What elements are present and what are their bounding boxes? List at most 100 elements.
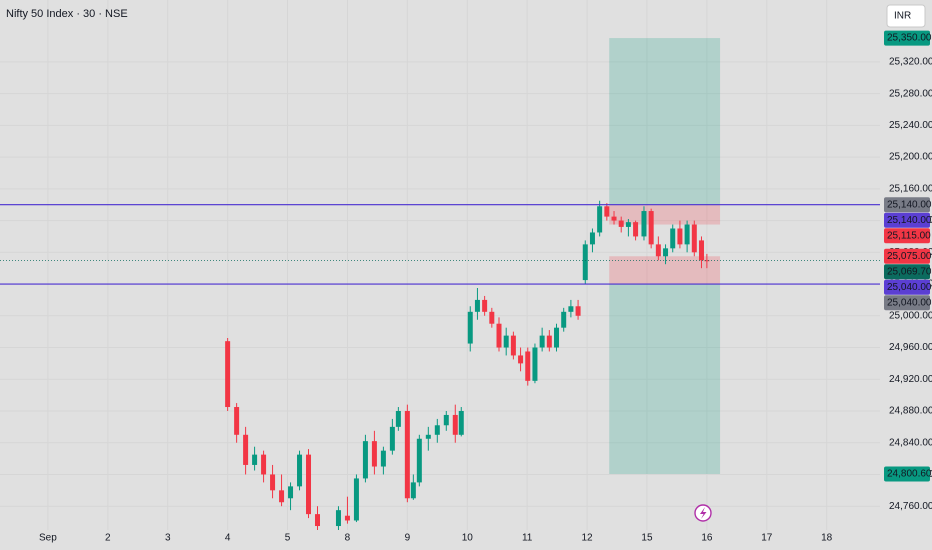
candle-body	[575, 306, 581, 316]
candle-body	[243, 434, 249, 465]
candle-body	[561, 311, 567, 328]
candle-body	[582, 244, 588, 281]
candle-body	[633, 222, 639, 237]
price-label-box	[884, 466, 930, 482]
candle-body	[489, 311, 495, 324]
candle-body	[677, 228, 683, 245]
axes: 24,760.0024,800.0024,840.0024,880.0024,9…	[39, 30, 932, 544]
candle-body	[474, 299, 480, 312]
x-tick-label: 5	[285, 533, 291, 544]
candle-body	[611, 216, 617, 221]
candle-body	[525, 351, 531, 381]
x-tick-label: 12	[582, 533, 594, 544]
candle-body	[252, 454, 258, 465]
candle-body	[625, 222, 631, 227]
candle-body	[261, 454, 267, 475]
candle-body	[279, 490, 285, 503]
candle-body	[395, 410, 401, 427]
candle-body	[482, 299, 488, 312]
candle-body	[362, 441, 368, 479]
position-zone	[609, 256, 721, 285]
candle-body	[270, 474, 276, 491]
candle-body	[503, 335, 509, 348]
lightning-icon	[694, 504, 712, 522]
y-tick-label: 24,960.00	[889, 342, 932, 353]
price-label-box	[884, 197, 930, 213]
candle-body	[225, 341, 231, 408]
candle-body	[684, 224, 690, 245]
x-tick-label: 10	[462, 533, 474, 544]
chart-title: Nifty 50 Index · 30 · NSE	[6, 8, 128, 20]
candle-body	[518, 355, 524, 364]
price-label-box	[884, 279, 930, 295]
candle-body	[467, 311, 473, 344]
position-zones	[609, 38, 721, 474]
candle-body	[353, 478, 359, 521]
candle-body	[443, 414, 449, 426]
position-zone	[609, 38, 721, 205]
price-label-box	[884, 30, 930, 46]
candle-body	[410, 482, 416, 499]
candle-body	[452, 414, 458, 435]
y-tick-label: 25,320.00	[889, 57, 932, 68]
candle-body	[510, 335, 516, 356]
candle-body	[380, 450, 386, 467]
y-tick-label: 25,000.00	[889, 310, 932, 321]
x-tick-label: 8	[345, 533, 351, 544]
price-label: 25,140.00	[887, 199, 932, 210]
currency-button[interactable]	[886, 4, 926, 28]
price-label: 25,140.00	[887, 215, 932, 226]
y-tick-label: 25,200.00	[889, 152, 932, 163]
candle-body	[297, 454, 303, 487]
candle-body	[288, 486, 294, 499]
price-label-box	[884, 264, 930, 280]
candle-body	[589, 232, 595, 245]
x-tick-label: 2	[105, 533, 111, 544]
x-tick-label: 3	[165, 533, 171, 544]
candle-body	[458, 410, 464, 435]
candle-body	[234, 407, 240, 435]
x-tick-label: 17	[761, 533, 773, 544]
y-tick-label: 24,840.00	[889, 437, 932, 448]
price-label: 25,069.70	[887, 266, 932, 277]
currency[interactable]: INR	[894, 11, 911, 22]
candle-body	[670, 228, 676, 249]
price-lines	[0, 204, 880, 285]
candle-body	[314, 514, 320, 527]
x-tick-label: 16	[701, 533, 713, 544]
candle-body	[704, 260, 710, 262]
candle-body	[698, 240, 704, 261]
price-label-box	[884, 248, 930, 264]
candle-body	[663, 248, 669, 257]
price-label-box	[884, 295, 930, 311]
candle-body	[306, 454, 312, 515]
candle-body	[604, 206, 610, 217]
price-label-box	[884, 212, 930, 228]
candle-body	[641, 211, 647, 237]
y-tick-label: 25,280.00	[889, 88, 932, 99]
candle-body	[618, 220, 624, 227]
candle-body	[344, 515, 350, 521]
candle-body	[416, 438, 422, 483]
price-label: 25,040.00	[887, 282, 932, 293]
price-label: 24,800.60	[887, 469, 932, 480]
price-label: 25,115.00	[887, 230, 931, 241]
y-tick-label: 24,920.00	[889, 374, 932, 385]
x-tick-label: 11	[522, 533, 533, 544]
candle-body	[532, 347, 538, 381]
y-tick-label: 25,240.00	[889, 120, 932, 131]
candle-body	[655, 244, 661, 257]
candles	[225, 200, 710, 530]
x-tick-label: 15	[641, 533, 653, 544]
y-tick-label: 24,880.00	[889, 406, 932, 417]
candle-body	[597, 206, 603, 233]
candle-body	[404, 410, 410, 499]
y-tick-label: 24,760.00	[889, 501, 932, 512]
x-tick-label: 9	[405, 533, 411, 544]
price-label: 25,350.00	[887, 33, 932, 44]
candle-body	[434, 425, 440, 435]
price-label: 25,040.00	[887, 297, 932, 308]
candle-body	[546, 335, 552, 348]
